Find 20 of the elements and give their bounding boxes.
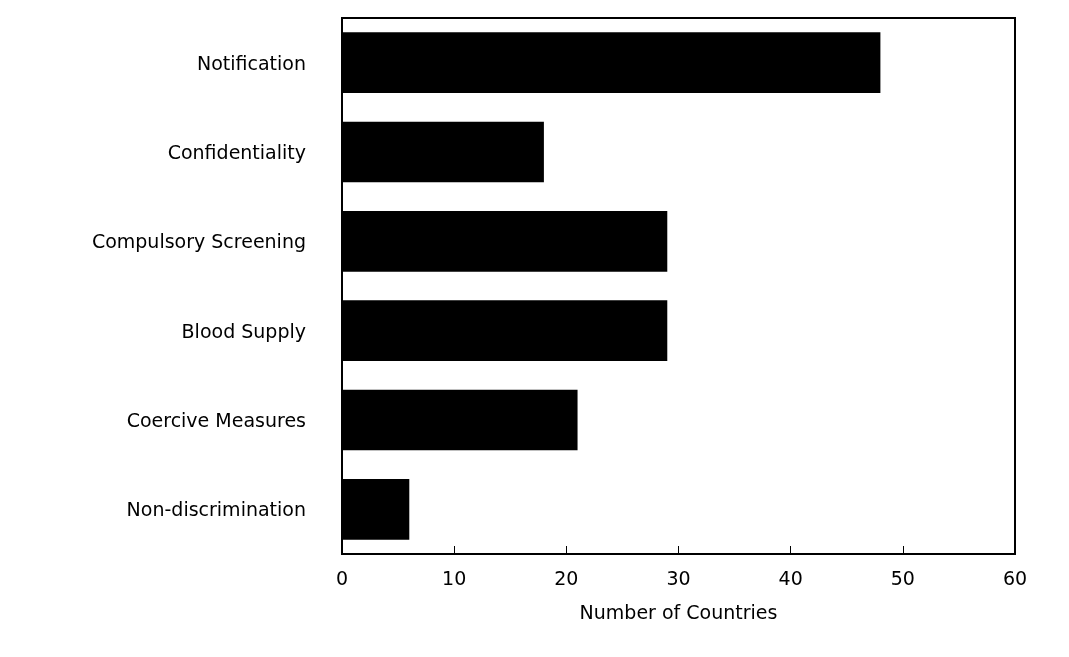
bar bbox=[342, 121, 544, 183]
x-tick-label: 0 bbox=[335, 566, 349, 589]
x-tick-label: 50 bbox=[890, 566, 915, 589]
x-tick-label: 20 bbox=[554, 566, 579, 589]
x-tick-label: 30 bbox=[666, 566, 691, 589]
x-tick-label: 60 bbox=[1002, 566, 1028, 589]
y-tick-label: Blood Supply bbox=[181, 319, 306, 342]
x-tick-label: 40 bbox=[778, 566, 803, 589]
x-axis-title: Number of Countries bbox=[579, 600, 778, 623]
bar bbox=[342, 478, 410, 540]
bar bbox=[342, 210, 668, 272]
bar bbox=[342, 300, 668, 362]
y-tick-label: Non-discrimination bbox=[126, 498, 306, 521]
x-tick-label: 10 bbox=[442, 566, 467, 589]
y-tick-label: Compulsory Screening bbox=[91, 230, 306, 253]
bar bbox=[342, 32, 881, 94]
bar bbox=[342, 389, 578, 451]
y-tick-label: Notification bbox=[196, 51, 306, 74]
y-tick-label: Confidentiality bbox=[167, 141, 306, 163]
y-tick-label: Coercive Measures bbox=[126, 409, 306, 431]
